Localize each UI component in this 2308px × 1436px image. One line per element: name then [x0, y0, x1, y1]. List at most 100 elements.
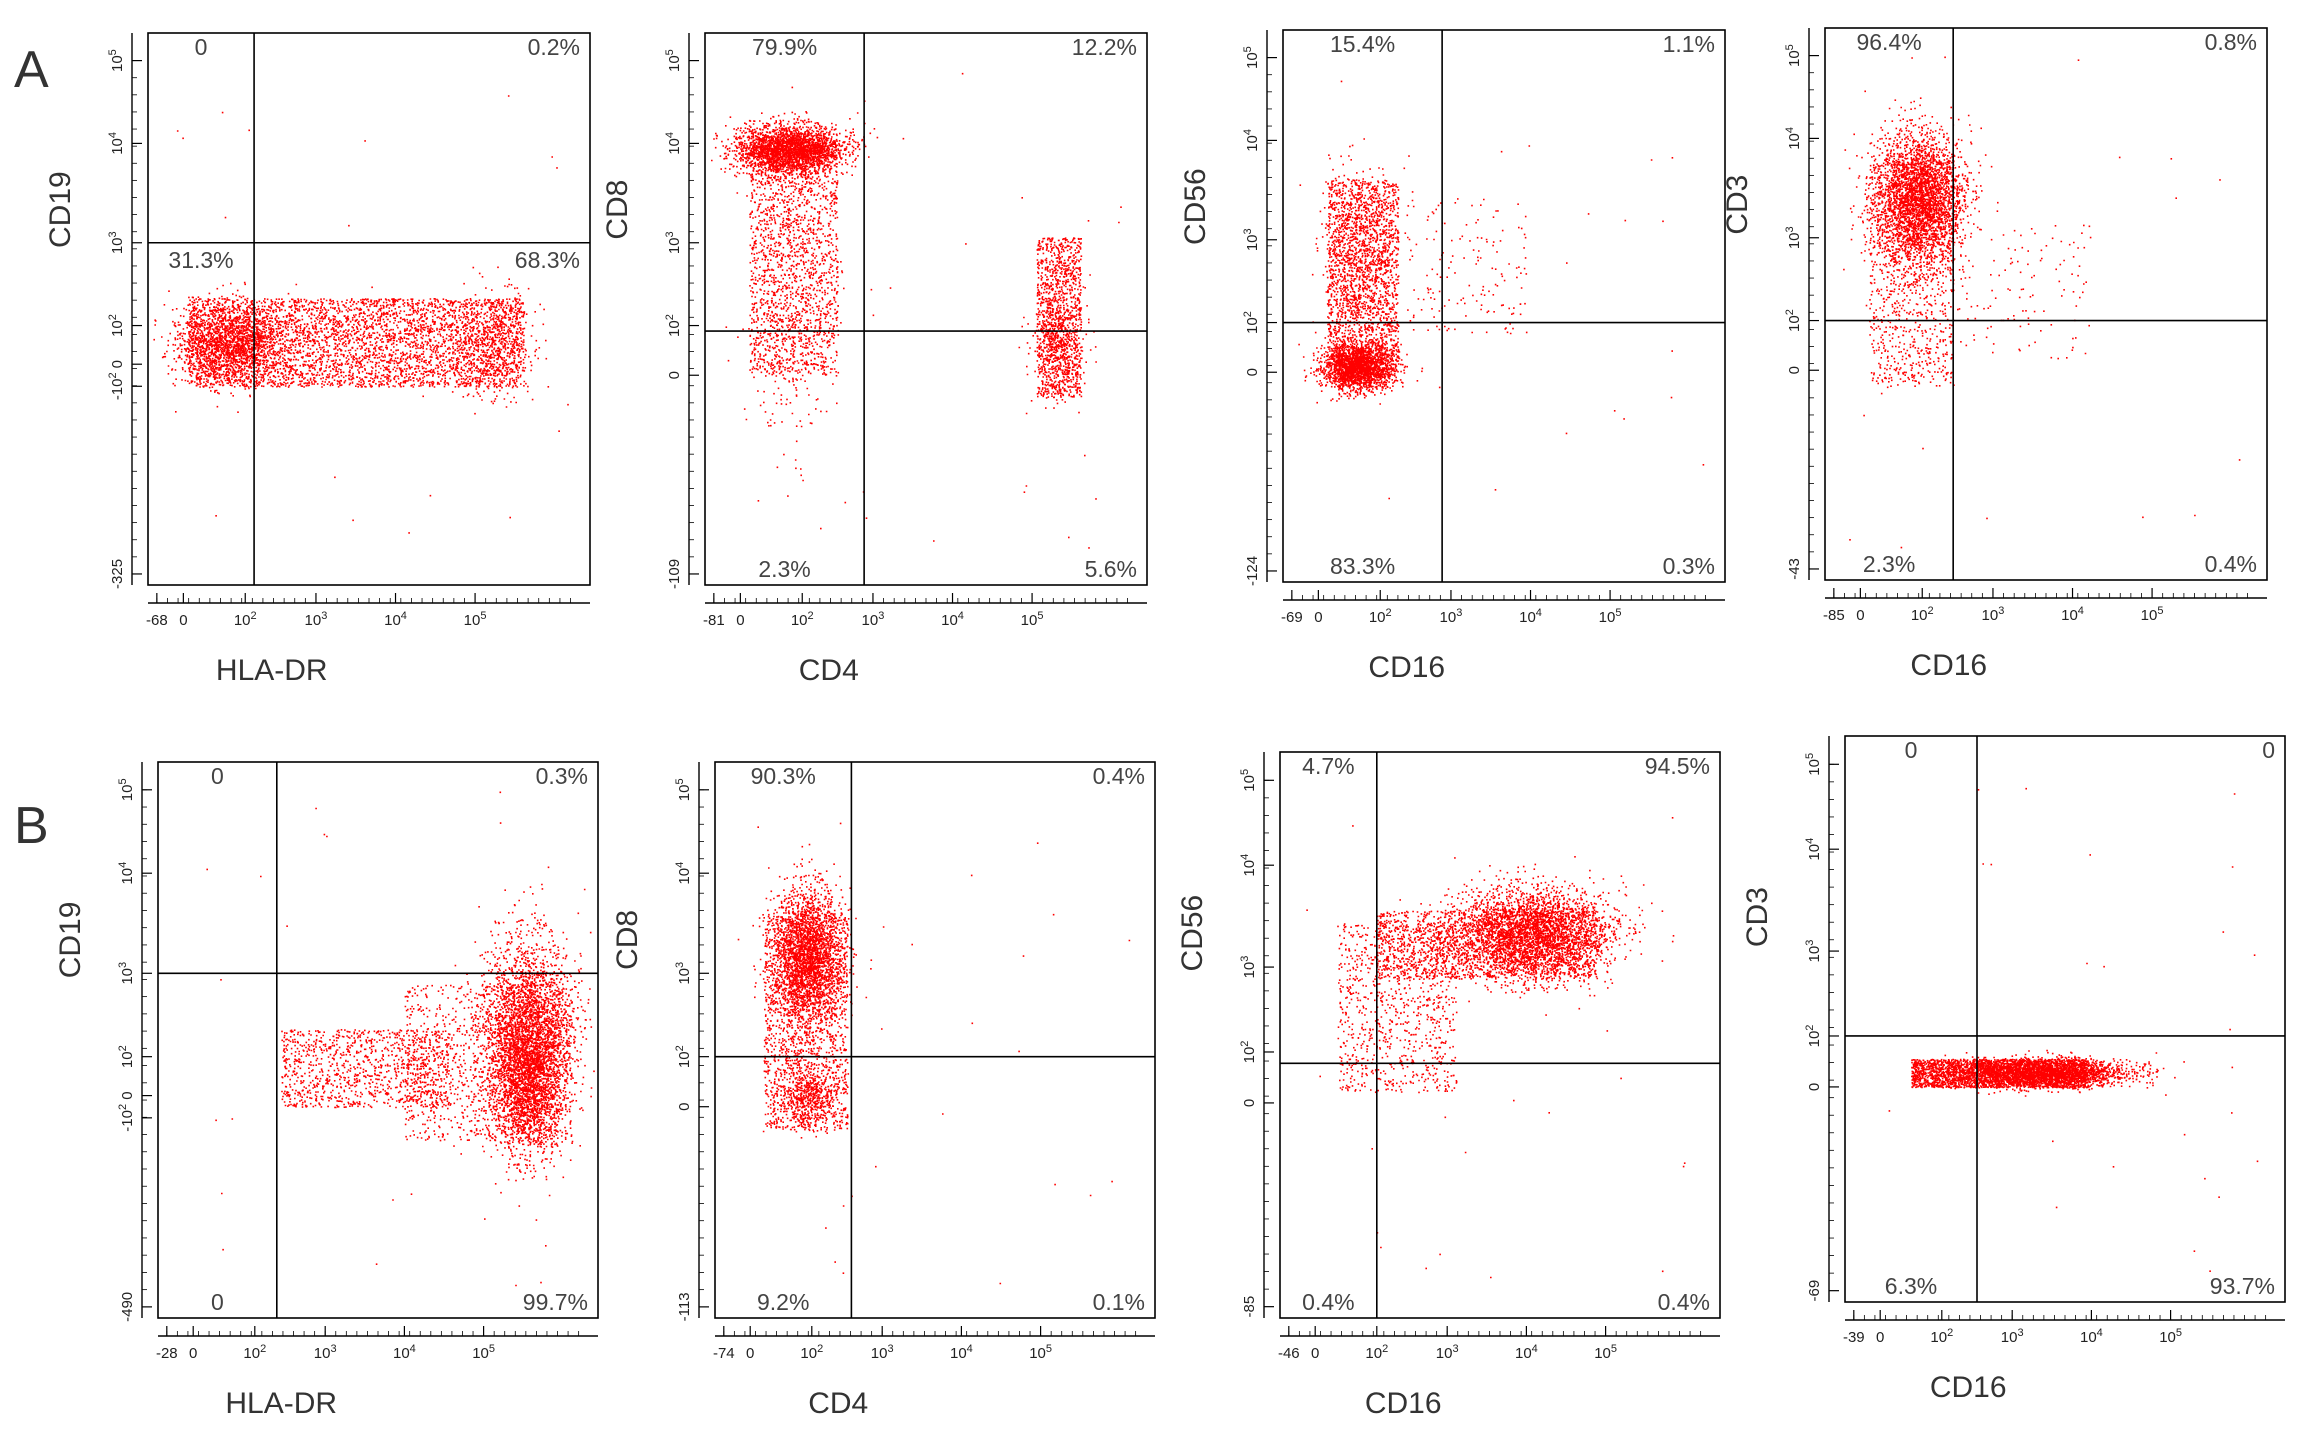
- y-tick-label: 0: [1806, 1083, 1823, 1091]
- x-tick-label: 0: [179, 612, 187, 629]
- x-tick-label: 104: [2080, 1327, 2103, 1346]
- y-axis-title: CD19: [54, 902, 87, 979]
- y-tick-label: -113: [676, 1292, 693, 1321]
- quadrant-lr-label: 0.1%: [1093, 1289, 1145, 1315]
- y-tick-label: 105: [107, 49, 126, 72]
- y-tick-label: 0: [1244, 368, 1261, 376]
- plot-a-1: 0 0.2% 31.3% 68.3% -68 0 102 103 104 105 -325 -102 0…: [44, 32, 591, 687]
- scatter-points: [711, 72, 1122, 549]
- x-tick-label: 103: [1436, 1343, 1459, 1362]
- x-tick-label: 105: [1021, 610, 1044, 629]
- y-tick-label: 104: [117, 862, 136, 885]
- y-tick-label: 105: [1804, 753, 1823, 776]
- quadrant-ur-label: 1.1%: [1663, 31, 1715, 57]
- y-tick-label: 105: [664, 49, 683, 72]
- x-tick-label: 102: [1369, 607, 1392, 626]
- scatter-points: [206, 791, 595, 1287]
- x-tick-label: 105: [1594, 1343, 1617, 1362]
- x-tick-label: 105: [2159, 1327, 2182, 1346]
- y-tick-label: 102: [107, 314, 126, 337]
- row-label-b: B: [14, 797, 49, 855]
- quadrant-ll-label: 83.3%: [1330, 553, 1395, 579]
- x-tick-label: 104: [1515, 1343, 1538, 1362]
- y-tick-label: 103: [107, 231, 126, 254]
- y-tick-label: 0: [676, 1103, 693, 1111]
- y-axis-title: CD56: [1179, 168, 1212, 245]
- plot-b-3: 4.7% 94.5% 0.4% 0.4% -46 0 102 103 104 105 -85 0 102…: [1176, 751, 1721, 1420]
- quadrant-ul-label: 79.9%: [752, 34, 817, 60]
- y-tick-label: 103: [1804, 940, 1823, 963]
- quadrant-lr-label: 68.3%: [515, 247, 580, 273]
- y-axis-title: CD3: [1741, 887, 1774, 947]
- quadrant-ll-label: 0.4%: [1302, 1289, 1354, 1315]
- plot-frame: [1279, 751, 1721, 1319]
- x-tick-label: -39: [1843, 1329, 1865, 1346]
- y-tick-label: 103: [664, 231, 683, 254]
- quadrant-ul-label: 0: [211, 763, 224, 789]
- y-axis-title: CD8: [611, 910, 644, 970]
- y-tick-label: 0: [1786, 366, 1803, 374]
- x-tick-label: 103: [1982, 605, 2005, 624]
- x-tick-label: 104: [1519, 607, 1542, 626]
- y-tick-label: 104: [674, 862, 693, 885]
- y-tick-label: 102: [1242, 311, 1261, 334]
- x-tick-label: 103: [314, 1343, 337, 1362]
- y-tick-label: 105: [674, 778, 693, 801]
- quadrant-ll-label: 0: [211, 1289, 224, 1315]
- x-tick-label: 102: [1365, 1343, 1388, 1362]
- y-tick-label: 104: [107, 132, 126, 155]
- quadrant-ll-label: 2.3%: [1863, 551, 1915, 577]
- y-tick-label: 103: [117, 962, 136, 985]
- y-tick-label: -124: [1244, 556, 1261, 586]
- y-tick-label: 102: [1804, 1025, 1823, 1048]
- y-tick-label: -325: [109, 559, 126, 589]
- quadrant-lr-label: 0.4%: [2205, 551, 2257, 577]
- y-tick-label: -102: [117, 1104, 136, 1132]
- x-tick-label: 0: [189, 1345, 197, 1362]
- x-tick-label: 104: [2061, 605, 2084, 624]
- plot-a-4: 96.4% 0.8% 2.3% 0.4% -85 0 102 103 104 105 -43 0 102…: [1721, 27, 2268, 682]
- y-tick-label: 0: [666, 371, 683, 379]
- plot-frame: [1844, 735, 2286, 1303]
- quadrant-ur-label: 0.4%: [1093, 763, 1145, 789]
- x-tick-label: 0: [1311, 1345, 1319, 1362]
- y-axis-title: CD56: [1176, 895, 1209, 972]
- x-tick-label: 0: [1314, 609, 1322, 626]
- y-tick-label: 103: [1242, 228, 1261, 251]
- plot-frame: [157, 761, 599, 1319]
- y-tick-label: 102: [1239, 1041, 1258, 1064]
- y-tick-label: 0: [1241, 1099, 1258, 1107]
- x-tick-label: 105: [472, 1343, 495, 1362]
- y-tick-label: -85: [1241, 1296, 1258, 1318]
- x-tick-label: -46: [1278, 1345, 1300, 1362]
- x-tick-label: 0: [1856, 607, 1864, 624]
- quadrant-ll-label: 9.2%: [757, 1289, 809, 1315]
- x-tick-label: 0: [736, 612, 744, 629]
- x-axis-title: CD16: [1930, 1371, 2007, 1404]
- scatter-points: [1306, 817, 1686, 1279]
- quadrant-ur-label: 0: [2262, 737, 2275, 763]
- y-tick-label: 105: [1242, 46, 1261, 69]
- plot-frame: [714, 761, 1156, 1319]
- quadrant-ll-label: 2.3%: [758, 556, 810, 582]
- scatter-points: [1843, 56, 2241, 549]
- dot-cloud: [153, 95, 569, 534]
- x-axis-title: CD16: [1365, 1387, 1442, 1420]
- y-tick-label: 104: [1239, 854, 1258, 877]
- x-tick-label: -74: [713, 1345, 735, 1362]
- x-tick-label: -28: [156, 1345, 178, 1362]
- dot-cloud: [1306, 817, 1686, 1279]
- x-tick-label: 103: [862, 610, 885, 629]
- x-tick-label: 104: [950, 1343, 973, 1362]
- y-tick-label: 105: [117, 778, 136, 801]
- x-tick-label: -68: [146, 612, 168, 629]
- x-tick-label: 102: [243, 1343, 266, 1362]
- quadrant-ur-label: 0.3%: [536, 763, 588, 789]
- y-axis-title: CD19: [44, 171, 77, 248]
- dot-cloud: [737, 822, 1131, 1285]
- y-tick-label: 105: [1784, 44, 1803, 67]
- plot-a-2: 79.9% 12.2% 2.3% 5.6% -81 0 102 103 104 105 -109 0 1…: [601, 32, 1148, 687]
- x-tick-label: 103: [1440, 607, 1463, 626]
